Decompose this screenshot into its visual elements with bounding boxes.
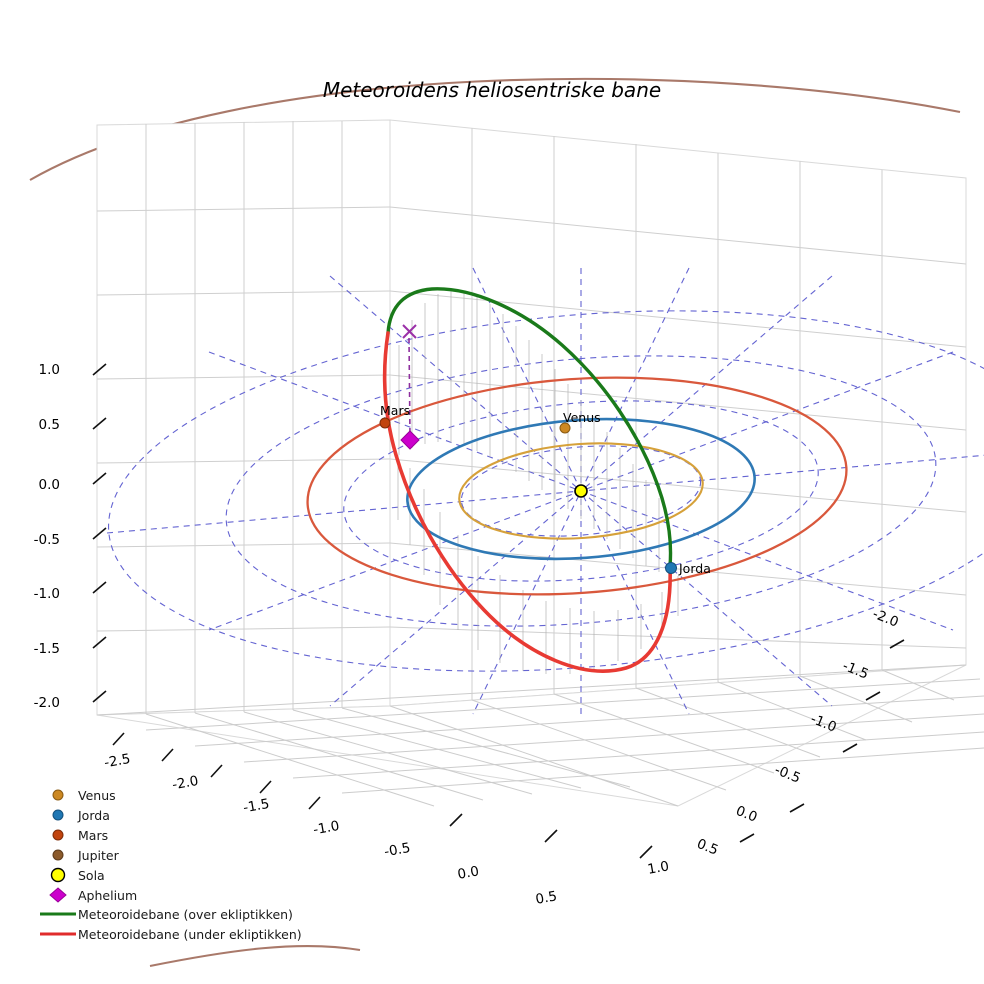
meteoroid-orbit-above-ecliptic: [386, 287, 673, 568]
planet-label-mars: Mars: [380, 403, 410, 418]
aphelium-diamond-marker: [400, 430, 420, 450]
axis-ticks: [92, 363, 905, 859]
grid-left-pane: [96, 121, 391, 714]
planet-label-jorda: Jorda: [678, 561, 711, 576]
grid-back-pane: [389, 128, 967, 700]
sun-marker: [574, 484, 588, 498]
planet-marker-jorda: [665, 562, 677, 574]
orbit-jorda: [406, 417, 756, 561]
aphelium-cross-icon: [402, 324, 417, 339]
aphelium-connector-line: [408, 337, 411, 437]
planet-marker-venus: [559, 422, 571, 434]
planet-marker-mars: [379, 417, 391, 429]
grid-floor-pane: [96, 664, 984, 807]
orbit-mars: [306, 376, 848, 596]
orbit-venus: [458, 442, 704, 540]
axes-panes: [96, 119, 967, 807]
planet-label-venus: Venus: [563, 410, 601, 425]
orbit-drop-lines: [397, 290, 679, 674]
